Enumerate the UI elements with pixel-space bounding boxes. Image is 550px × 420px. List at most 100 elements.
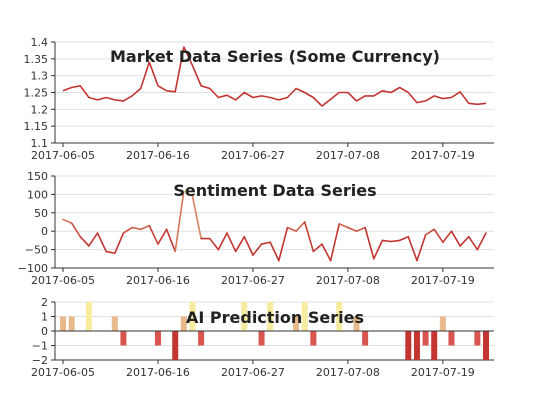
y-tick-label: 1.15 — [24, 120, 49, 133]
sentiment-series-segment — [260, 241, 271, 245]
sentiment-series-segment — [113, 232, 125, 255]
prediction-bar — [180, 316, 187, 331]
y-tick-label: 0 — [41, 225, 48, 238]
y-tick-label: 1.3 — [31, 70, 49, 83]
x-tick-label: 2017-07-08 — [316, 366, 380, 379]
prediction-bar — [111, 316, 118, 331]
prediction-bar — [483, 331, 489, 360]
prediction-bar — [172, 331, 179, 360]
sentiment-series-segment — [165, 228, 177, 253]
sentiment-series-segment — [208, 237, 220, 251]
prediction-chart-title: AI Prediction Series — [186, 308, 364, 327]
y-tick-label: −2 — [32, 354, 48, 367]
sentiment-series-segment — [450, 230, 461, 247]
y-tick-label: 100 — [27, 188, 48, 201]
sentiment-series-segment — [174, 189, 185, 253]
market-chart-title: Market Data Series (Some Currency) — [110, 47, 440, 66]
sentiment-series-segment — [217, 232, 228, 251]
sentiment-series-segment — [183, 189, 194, 198]
y-tick-label: 1.25 — [24, 87, 49, 100]
sentiment-series-segment — [269, 241, 280, 262]
y-tick-label: 1 — [41, 311, 48, 324]
sentiment-series-segment — [459, 235, 470, 247]
sentiment-series-segment — [433, 228, 444, 244]
sentiment-series-segment — [329, 223, 341, 262]
prediction-bar — [154, 331, 161, 346]
sentiment-series-segment — [295, 221, 306, 232]
sentiment-series-segment — [70, 222, 82, 238]
prediction-bar — [267, 302, 274, 331]
y-tick-label: −1 — [32, 340, 48, 353]
x-tick-label: 2017-07-19 — [411, 149, 475, 162]
x-tick-label: 2017-07-08 — [316, 149, 380, 162]
prediction-bar — [189, 302, 196, 331]
sentiment-series-segment — [416, 234, 427, 262]
sentiment-series-segment — [338, 223, 349, 229]
sentiment-series-segment — [407, 235, 418, 262]
x-tick-label: 2017-07-08 — [316, 274, 380, 287]
prediction-bar — [353, 316, 360, 331]
sentiment-series-segment — [252, 243, 263, 256]
sentiment-series-segment — [88, 232, 99, 247]
prediction-bar — [405, 331, 412, 360]
x-tick-label: 2017-06-16 — [126, 149, 190, 162]
sentiment-series-segment — [390, 239, 401, 243]
y-tick-label: 150 — [27, 170, 48, 183]
prediction-bar — [336, 302, 343, 331]
market-chart: 1.1 1.15 1.2 1.25 1.3 1.35 1.4 2017-06-05 2017-0… — [24, 36, 494, 162]
y-tick-label: 1.1 — [31, 137, 49, 150]
sentiment-series-segment — [105, 250, 116, 255]
x-tick-label: 2017-06-05 — [31, 149, 95, 162]
prediction-bar — [310, 331, 317, 346]
sentiment-series-segment — [467, 235, 479, 251]
market-series-line — [62, 46, 487, 107]
prediction-bar — [431, 331, 438, 360]
prediction-bar — [85, 302, 92, 331]
x-tick-label: 2017-06-27 — [221, 274, 285, 287]
x-tick-label: 2017-06-27 — [221, 366, 285, 379]
prediction-chart: −2−1 01 2 2017-06-05 2017-06-16 2017-06-27 201… — [31, 296, 494, 379]
sentiment-series-segment — [286, 226, 297, 232]
y-tick-label: 1.2 — [31, 103, 49, 116]
prediction-bar — [241, 302, 248, 331]
sentiment-series-segment — [442, 230, 453, 244]
prediction-bar — [198, 331, 205, 346]
sentiment-series-segment — [424, 228, 436, 236]
sentiment-series-segment — [312, 243, 323, 253]
sentiment-series-segment — [157, 228, 168, 245]
sentiment-series-segment — [355, 226, 366, 232]
prediction-bar — [301, 302, 308, 331]
prediction-bar — [474, 331, 481, 346]
sentiment-series-segment — [278, 226, 289, 262]
x-tick-label: 2017-06-16 — [126, 274, 190, 287]
prediction-bar — [258, 331, 265, 346]
sentiment-series-segment — [476, 232, 487, 251]
sentiment-series-segment — [243, 235, 254, 256]
sentiment-series-segment — [226, 232, 237, 253]
x-tick-label: 2017-07-19 — [411, 274, 475, 287]
sentiment-series-segment — [62, 218, 73, 224]
prediction-bar — [60, 316, 66, 331]
sentiment-series-segment — [148, 224, 159, 245]
x-tick-label: 2017-06-05 — [31, 366, 95, 379]
prediction-bar — [413, 331, 420, 360]
x-tick-label: 2017-06-16 — [126, 366, 190, 379]
sentiment-series-segment — [347, 226, 358, 232]
sentiment-series-segment — [372, 239, 384, 260]
y-tick-label: 1.35 — [24, 53, 49, 66]
prediction-bar — [448, 331, 455, 346]
sentiment-series-segment — [79, 235, 90, 247]
prediction-bar — [120, 331, 127, 346]
sentiment-series-segment — [398, 235, 410, 242]
prediction-bar — [68, 316, 75, 331]
y-tick-label: −100 — [18, 262, 48, 275]
sentiment-series-segment — [122, 226, 133, 234]
prediction-bar — [362, 331, 369, 346]
y-tick-label: 1.4 — [31, 36, 49, 49]
sentiment-series-segment — [321, 243, 332, 262]
prediction-bar — [422, 331, 429, 346]
sentiment-series-segment — [381, 239, 392, 243]
y-tick-label: 0 — [41, 325, 48, 338]
x-tick-label: 2017-06-05 — [31, 274, 95, 287]
